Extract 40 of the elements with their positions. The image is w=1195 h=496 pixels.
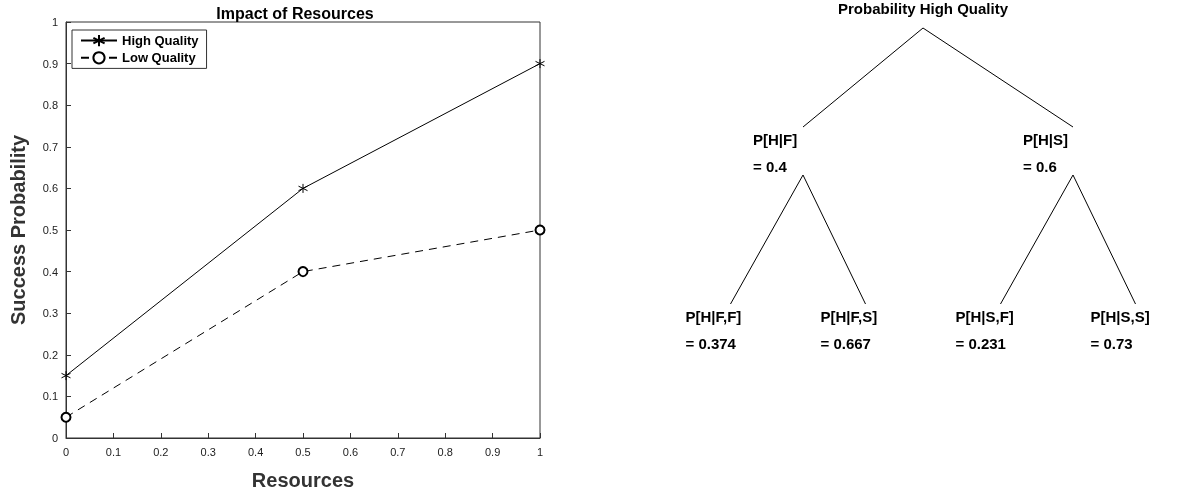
text: P[H|F,F] = 0.374 [685,308,742,352]
x-tick-label: 0.8 [437,445,453,458]
y-tick-label: 0 [51,432,58,444]
legend-label: Low Quality [122,50,197,66]
x-tick-label: 0.1 [105,445,122,458]
x-tick-label: 0.9 [484,445,501,458]
text: P[H|S,S] = 0.73 [1090,308,1150,352]
text: P[H|F,S] = 0.667 [820,308,878,352]
y-tick-label: 0.5 [42,224,58,236]
y-tick-label: 0.3 [42,307,58,320]
text: P[H|F] = 0.4 [753,131,798,175]
y-tick-label: 0.9 [42,57,58,70]
y-tick-label: 1 [51,16,58,28]
x-tick-label: 0.2 [153,445,169,458]
x-tick-label: 0.6 [342,445,359,458]
text: P[H|S,F] = 0.231 [955,308,1014,352]
y-tick-label: 0.1 [42,390,58,403]
x-axis-title: Resources [251,469,355,491]
text: P[H|S] = 0.6 [1023,131,1069,175]
x-tick-label: 1 [536,445,544,458]
x-tick-label: 0.3 [200,445,216,458]
legend-label: High Quality [122,33,200,49]
point [60,411,72,423]
point [297,266,309,278]
x-tick-label: 0 [62,445,70,458]
point [535,58,545,69]
y-tick-label: 0.2 [42,348,58,361]
point [298,183,308,194]
y-tick-label: 0.7 [42,140,58,153]
y-tick-label: 0.8 [42,99,58,112]
x-tick-label: 0.5 [295,445,311,458]
chart-title: Impact of Resources [216,4,374,22]
y-axis-title: Success Probability [7,134,29,326]
x-tick-label: 0.4 [247,445,264,458]
point [534,224,546,236]
point [61,370,71,381]
text: Probability High Quality [837,0,1009,17]
y-tick-label: 0.4 [42,265,58,278]
x-tick-label: 0.7 [390,445,406,458]
y-tick-label: 0.6 [42,182,58,195]
